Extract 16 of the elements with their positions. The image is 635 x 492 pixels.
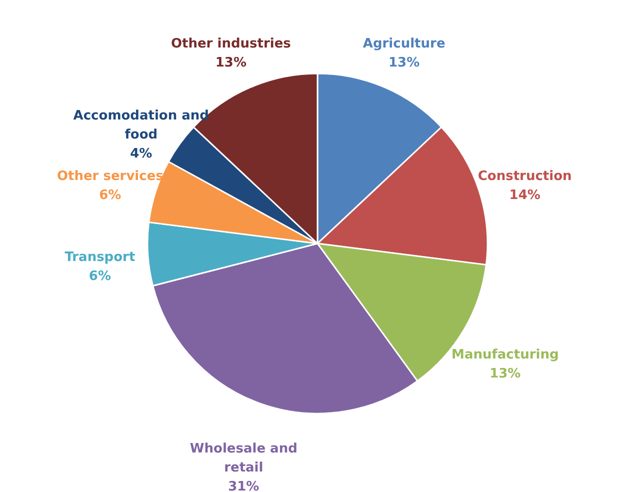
slice-label: Manufacturing: [452, 347, 559, 362]
slice-label: Agriculture: [362, 36, 446, 52]
data-label: 13%: [215, 55, 246, 70]
slice-label: Construction: [478, 169, 572, 184]
data-label: 14%: [509, 188, 540, 204]
slice-label: Accomodation and food: [73, 108, 209, 142]
slice-label: Other services: [56, 169, 164, 184]
slice-label: Wholesale and retail: [190, 442, 298, 476]
data-label: 31%: [228, 480, 260, 492]
slice-label: Other industries: [170, 36, 292, 52]
data-label: 6%: [88, 269, 111, 284]
data-label: 6%: [99, 188, 122, 204]
data-label: 13%: [388, 55, 420, 70]
data-label: 13%: [490, 366, 521, 382]
data-label: 4%: [130, 146, 152, 162]
slice-label: Transport: [64, 250, 136, 266]
